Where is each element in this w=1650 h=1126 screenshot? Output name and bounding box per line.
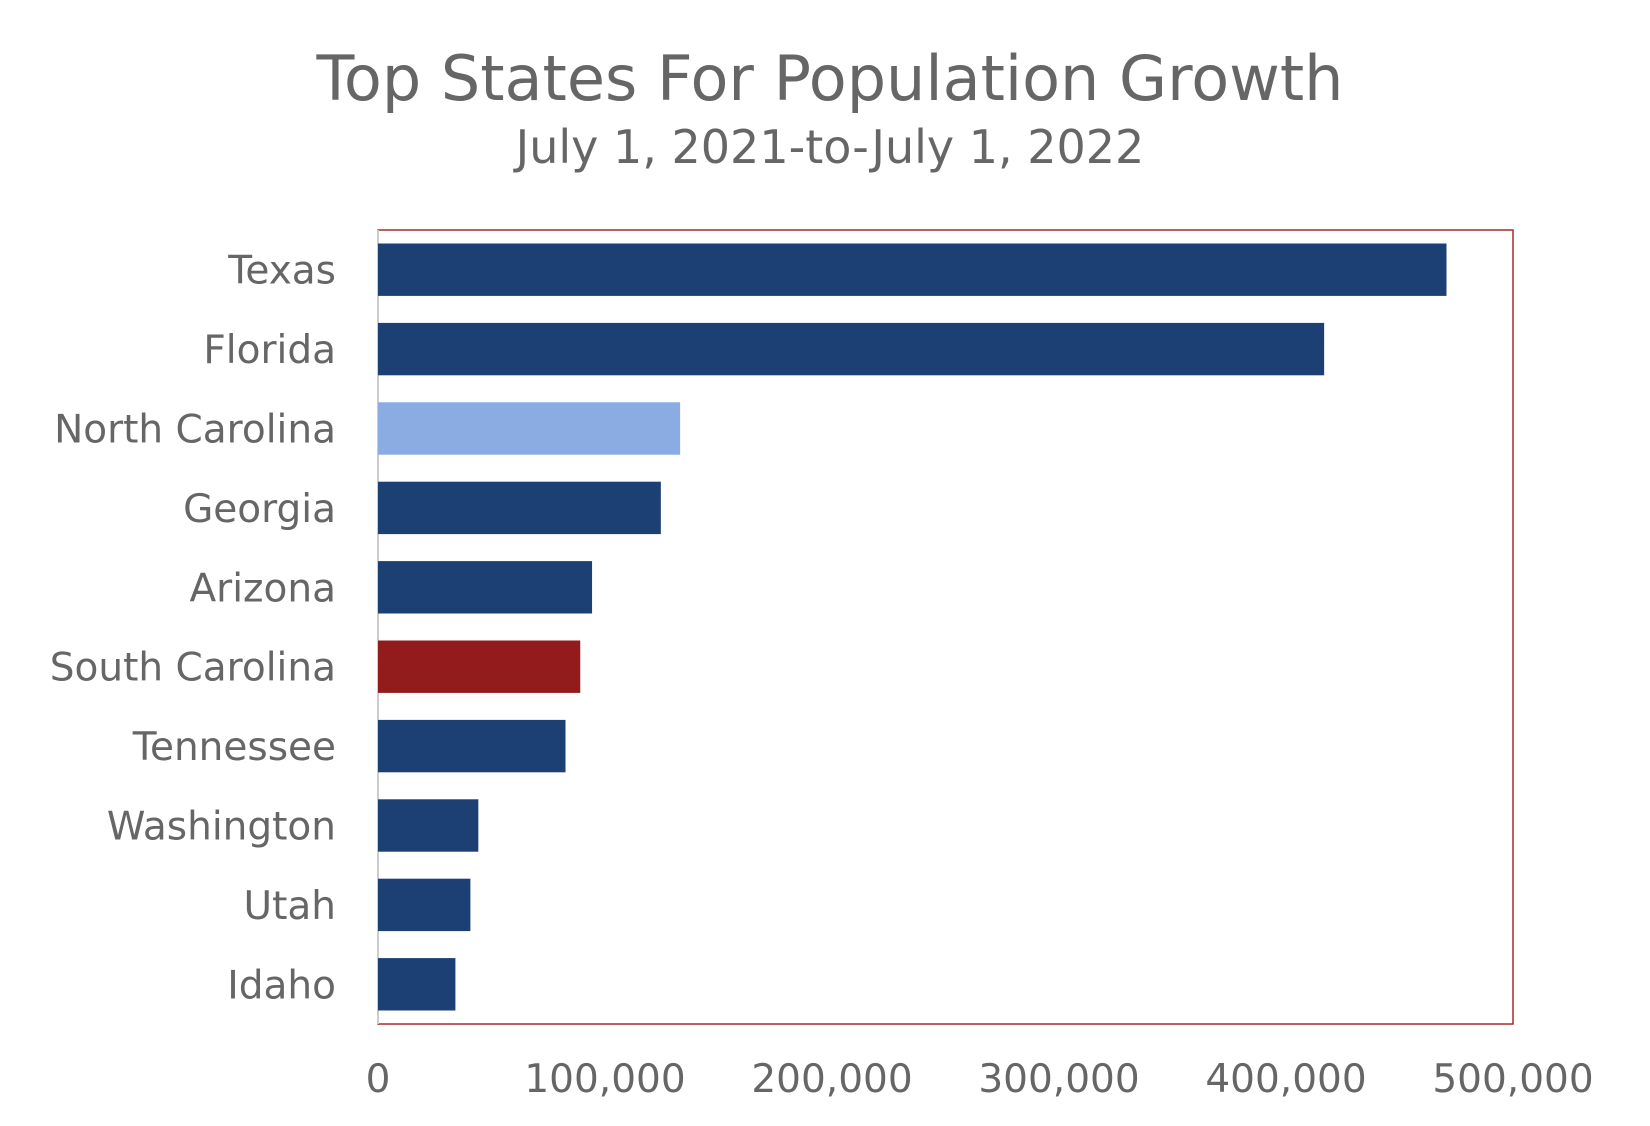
chart-title: Top States For Population Growth — [316, 42, 1344, 115]
x-tick-label: 0 — [366, 1057, 391, 1102]
x-tick-label: 200,000 — [751, 1057, 912, 1102]
y-tick-label: Tennessee — [132, 725, 336, 770]
x-tick-label: 300,000 — [978, 1057, 1139, 1102]
bar-texas — [378, 243, 1447, 296]
y-tick-label: Utah — [244, 884, 336, 929]
y-tick-label: Texas — [227, 249, 336, 294]
bar-tennessee — [378, 719, 566, 773]
bar-utah — [378, 878, 471, 932]
x-tick-label: 100,000 — [524, 1057, 685, 1102]
y-tick-label: Florida — [203, 328, 336, 373]
bar-florida — [378, 322, 1325, 376]
bar-washington — [378, 799, 479, 852]
bar-georgia — [378, 481, 661, 535]
y-tick-label: Washington — [107, 805, 336, 850]
bar-south-carolina — [378, 640, 581, 693]
y-tick-label: North Carolina — [54, 408, 336, 453]
bar-arizona — [378, 561, 593, 614]
bar-idaho — [378, 958, 456, 1011]
bar-north-carolina — [378, 402, 681, 455]
x-tick-label: 500,000 — [1432, 1057, 1593, 1102]
y-tick-label: South Carolina — [50, 646, 336, 691]
y-tick-label: Arizona — [190, 566, 337, 611]
y-tick-label: Idaho — [227, 963, 336, 1008]
y-tick-label: Georgia — [183, 487, 336, 532]
chart-subtitle: July 1, 2021-to-July 1, 2022 — [513, 120, 1145, 174]
x-tick-label: 400,000 — [1205, 1057, 1366, 1102]
